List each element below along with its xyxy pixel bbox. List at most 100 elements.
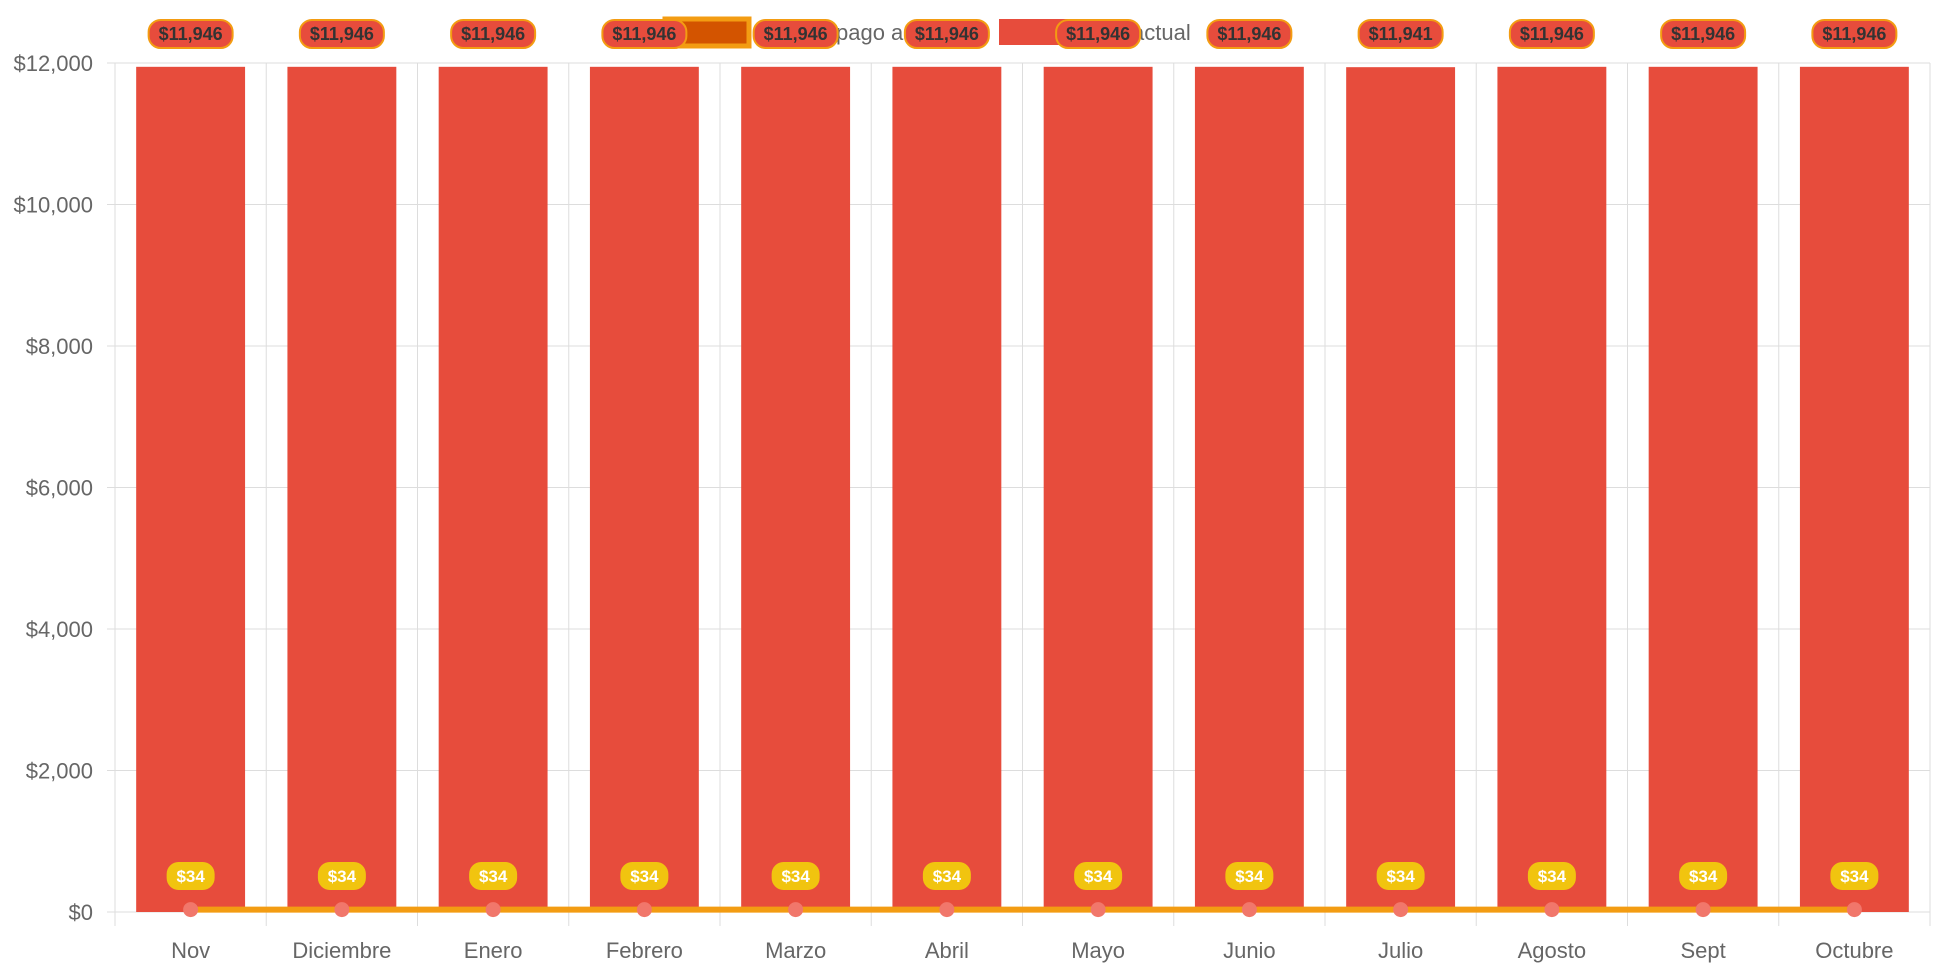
x-tick-label: Agosto [1518, 938, 1587, 963]
bar [892, 66, 1002, 913]
bar-data-label-text: $11,946 [1066, 24, 1130, 44]
line-data-label-bg [620, 862, 669, 890]
line-data-label-bg [166, 862, 215, 890]
bar-data-label-text: $11,946 [764, 24, 828, 44]
bar [589, 66, 699, 913]
bar [287, 66, 397, 913]
bar-data-label-bg [450, 19, 537, 49]
line-data-label-bg [1376, 862, 1425, 890]
line-data-label-bg [1225, 862, 1274, 890]
line-point [788, 902, 804, 918]
y-tick-label: $6,000 [26, 476, 93, 501]
line-point [485, 902, 501, 918]
bar-data-label-text: $11,946 [1822, 24, 1886, 44]
line-data-label: $34 [1679, 862, 1728, 890]
line-data-label-text: $34 [1840, 867, 1869, 886]
line-data-label: $34 [1376, 862, 1425, 890]
bar-data-label-bg [1811, 19, 1898, 49]
x-tick-label: Marzo [765, 938, 826, 963]
y-axis-ticks: $0 $2,000 $4,000 $6,000 $8,000 $10,000 $12,000 [13, 51, 93, 925]
bar-data-label: $11,946 [1055, 19, 1142, 49]
line-data-label-text: $34 [1084, 867, 1113, 886]
bar-data-label-bg [1055, 19, 1142, 49]
line-data-label-text: $34 [1235, 867, 1264, 886]
bar-data-label: $11,946 [1206, 19, 1293, 49]
bar-data-label-bg [1508, 19, 1595, 49]
bar [1194, 66, 1304, 913]
bar [1648, 66, 1758, 913]
line-data-label-bg [1074, 862, 1123, 890]
bar [136, 66, 246, 913]
y-tick-label: $12,000 [13, 51, 93, 76]
bar [438, 66, 548, 913]
line-data-label-bg [469, 862, 518, 890]
bar-data-label-text: $11,946 [1520, 24, 1584, 44]
line-data-label-text: $34 [933, 867, 962, 886]
line-data-label-bg [1527, 862, 1576, 890]
line-data-label: $34 [1830, 862, 1879, 890]
line-data-label-text: $34 [328, 867, 357, 886]
line-point [334, 902, 350, 918]
bar [1497, 66, 1607, 913]
line-data-label: $34 [1527, 862, 1576, 890]
x-tick-label: Junio [1223, 938, 1276, 963]
x-tick-label: Febrero [606, 938, 683, 963]
line-data-label-bg [1830, 862, 1879, 890]
bar-data-label: $11,946 [1811, 19, 1898, 49]
bar-data-label: $11,946 [1508, 19, 1595, 49]
line-point [1090, 902, 1106, 918]
line-point [939, 902, 955, 918]
bar-data-label-text: $11,946 [1217, 24, 1281, 44]
line-data-label-text: $34 [630, 867, 659, 886]
bar-data-label-text: $11,946 [310, 24, 374, 44]
y-tick-label: $8,000 [26, 334, 93, 359]
line-point [636, 902, 652, 918]
bar-data-label: $11,941 [1357, 19, 1444, 49]
bar-data-label-text: $11,946 [612, 24, 676, 44]
line-data-label: $34 [771, 862, 820, 890]
line-data-label-text: $34 [1386, 867, 1415, 886]
bar-data-label: $11,946 [903, 19, 990, 49]
bar-data-label-bg [903, 19, 990, 49]
y-tick-label: $4,000 [26, 617, 93, 642]
bar-data-label-bg [752, 19, 839, 49]
grid-lines [107, 62, 1931, 926]
line-data-label: $34 [1225, 862, 1274, 890]
bar-series [136, 66, 1909, 913]
bar-data-label: $11,946 [752, 19, 839, 49]
bar-data-label: $11,946 [1660, 19, 1747, 49]
bar-data-label: $11,946 [147, 19, 234, 49]
line-point [1393, 902, 1409, 918]
line-data-label-bg [1679, 862, 1728, 890]
y-tick-label: $0 [69, 900, 93, 925]
line-point [183, 902, 199, 918]
y-tick-label: $2,000 [26, 759, 93, 784]
line-data-label-text: $34 [176, 867, 205, 886]
bar [741, 66, 851, 913]
x-tick-label: Diciembre [292, 938, 391, 963]
bar-data-label-bg [1660, 19, 1747, 49]
line-data-label-text: $34 [781, 867, 810, 886]
line-point [1846, 902, 1862, 918]
legend-label-2[interactable]: actual [1132, 20, 1191, 45]
legend-label-1[interactable]: pago a [836, 20, 904, 45]
line-point [1695, 902, 1711, 918]
bar-data-label-bg [298, 19, 385, 49]
bar-data-label-text: $11,946 [461, 24, 525, 44]
x-tick-label: Sept [1680, 938, 1725, 963]
bar-data-label: $11,946 [298, 19, 385, 49]
bar-data-label: $11,946 [450, 19, 537, 49]
line-data-label-bg [771, 862, 820, 890]
x-axis-ticks: Nov Diciembre Enero Febrero Marzo Abril Mayo Ju… [171, 938, 1893, 963]
x-tick-label: Enero [464, 938, 523, 963]
bar-data-label: $11,946 [601, 19, 688, 49]
bar-data-label-text: $11,946 [1671, 24, 1735, 44]
x-tick-label: Mayo [1071, 938, 1125, 963]
line-data-label-text: $34 [479, 867, 508, 886]
x-tick-label: Abril [925, 938, 969, 963]
bar-data-label-text: $11,941 [1369, 24, 1433, 44]
line-data-label: $34 [1074, 862, 1123, 890]
bar [1043, 66, 1153, 913]
line-point [1544, 902, 1560, 918]
bar-data-label-bg [601, 19, 688, 49]
